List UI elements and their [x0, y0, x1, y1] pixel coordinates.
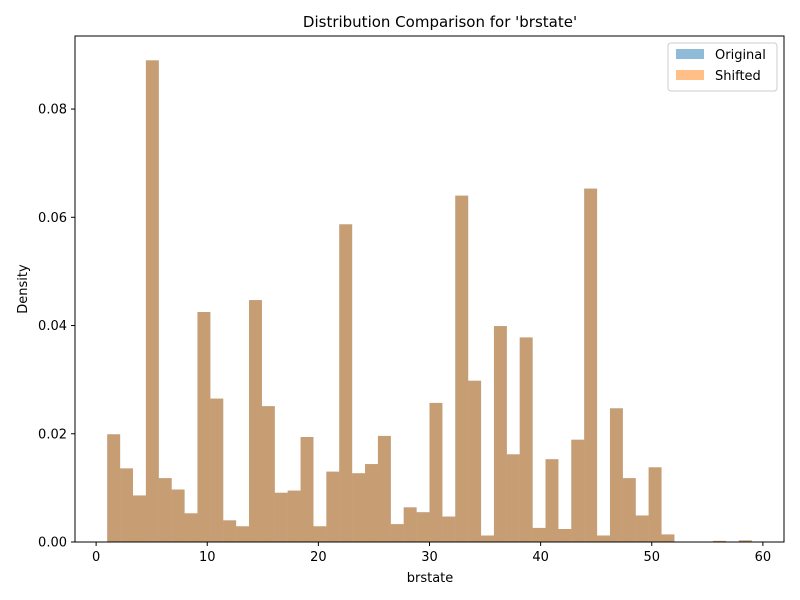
bar-shifted-18: [339, 224, 353, 542]
bar-shifted-35: [558, 529, 572, 542]
bar-shifted-20: [365, 464, 378, 542]
bar-shifted-49: [738, 540, 752, 542]
x-tick-label: 50: [643, 550, 660, 565]
x-axis-ticks: 0 10 20 30 40 50 60: [92, 542, 771, 565]
y-tick-label: 0.08: [38, 103, 67, 118]
bar-shifted-7: [197, 312, 211, 542]
bar-shifted-6: [184, 513, 198, 542]
bar-shifted-22: [390, 524, 404, 542]
x-tick-label: 40: [532, 550, 549, 565]
y-axis-label: Density: [16, 264, 31, 314]
x-tick-label: 60: [755, 550, 772, 565]
bar-shifted-9: [223, 520, 237, 542]
legend-swatch-original: [676, 49, 704, 59]
bar-shifted-37: [584, 188, 598, 543]
x-axis-label: brstate: [407, 571, 454, 586]
y-axis-ticks: 0.00 0.02 0.04 0.06 0.08: [38, 103, 75, 551]
bar-shifted-47: [713, 540, 726, 542]
bar-shifted-26: [442, 516, 456, 542]
x-tick-label: 30: [421, 550, 438, 565]
chart-title: Distribution Comparison for 'brstate': [303, 13, 577, 31]
bar-shifted-29: [481, 535, 494, 542]
bar-shifted-31: [506, 454, 520, 542]
x-tick-label: 10: [199, 550, 216, 565]
x-tick-label: 0: [92, 550, 100, 565]
bar-shifted-17: [326, 471, 340, 542]
y-tick-label: 0.02: [38, 427, 67, 442]
bar-shifted-0: [107, 434, 121, 542]
bar-shifted-2: [133, 495, 146, 542]
bar-shifted-28: [468, 380, 482, 542]
bar-shifted-13: [274, 492, 288, 542]
bar-shifted-16: [313, 526, 327, 542]
y-tick-label: 0.06: [38, 211, 67, 226]
bar-shifted-39: [609, 408, 623, 542]
bar-shifted-32: [519, 337, 533, 542]
bar-shifted-34: [545, 459, 559, 542]
bar-shifted-24: [416, 512, 430, 542]
bar-shifted-14: [287, 490, 301, 542]
bar-shifted-43: [661, 534, 675, 542]
bar-shifted-38: [597, 535, 610, 542]
bar-shifted-25: [429, 402, 443, 542]
bar-shifted-1: [120, 468, 134, 542]
bar-shifted-36: [571, 439, 585, 542]
bar-shifted-3: [145, 60, 159, 543]
bar-shifted-42: [648, 467, 662, 542]
bar-shifted-5: [171, 489, 185, 542]
bar-shifted-12: [261, 406, 275, 542]
bar-shifted-30: [493, 326, 507, 542]
bar-shifted-21: [377, 435, 391, 542]
bar-shifted-4: [158, 478, 172, 542]
bar-shifted-10: [236, 526, 250, 542]
bars-layer: [107, 60, 752, 543]
y-tick-label: 0.04: [38, 319, 67, 334]
y-tick-label: 0.00: [38, 536, 67, 551]
legend-label-original: Original: [715, 48, 766, 63]
bar-shifted-27: [455, 195, 469, 542]
bar-shifted-15: [300, 437, 314, 542]
bar-shifted-40: [622, 478, 636, 542]
bar-shifted-11: [249, 300, 262, 542]
bar-shifted-23: [403, 507, 417, 542]
bar-shifted-19: [352, 473, 366, 542]
legend: Original Shifted: [667, 42, 778, 92]
legend-swatch-shifted: [676, 70, 704, 80]
bar-shifted-33: [532, 527, 546, 542]
bar-shifted-8: [210, 398, 224, 542]
bar-shifted-41: [635, 515, 649, 542]
x-tick-label: 20: [310, 550, 327, 565]
legend-label-shifted: Shifted: [715, 69, 761, 84]
